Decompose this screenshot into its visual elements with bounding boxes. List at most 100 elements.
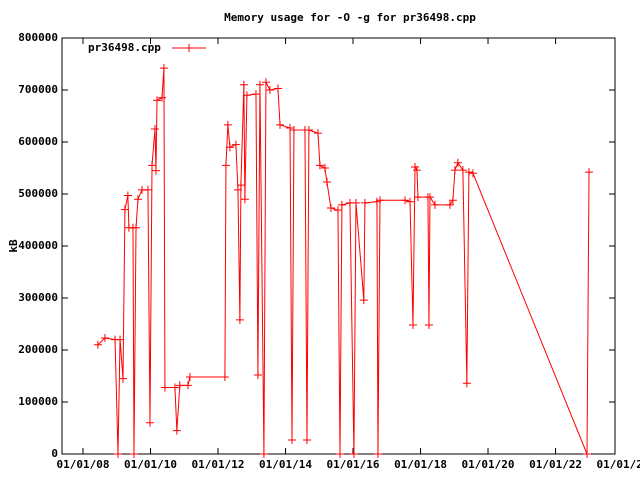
- chart-title: Memory usage for -O -g for pr36498.cpp: [224, 11, 476, 24]
- point-marker: [225, 143, 234, 152]
- point-marker: [375, 196, 384, 205]
- point-marker: [326, 204, 335, 213]
- point-marker: [304, 126, 313, 135]
- point-marker: [406, 197, 415, 206]
- y-tick-label: 600000: [18, 135, 58, 148]
- point-marker: [239, 80, 248, 89]
- point-marker: [448, 196, 457, 205]
- point-marker: [273, 84, 282, 93]
- point-marker: [333, 206, 342, 215]
- point-marker: [322, 178, 331, 187]
- x-tick-label: 01/01/08: [56, 458, 109, 471]
- point-marker: [251, 90, 260, 99]
- point-marker: [453, 158, 462, 167]
- point-marker: [159, 64, 168, 73]
- point-marker: [351, 198, 360, 207]
- point-marker: [320, 164, 329, 172]
- point-marker: [148, 161, 157, 170]
- point-marker: [100, 334, 109, 343]
- point-marker: [236, 181, 245, 190]
- y-tick-label: 700000: [18, 83, 58, 96]
- point-marker: [185, 373, 194, 382]
- x-tick-label: 01/01/12: [192, 458, 245, 471]
- point-marker: [123, 191, 132, 200]
- series-line: [97, 68, 590, 455]
- x-tick-label: 01/01/18: [394, 458, 447, 471]
- x-tick-label: 01/01/22: [529, 458, 582, 471]
- point-marker: [259, 450, 268, 458]
- point-marker: [151, 166, 160, 175]
- point-marker: [253, 370, 262, 379]
- point-marker: [183, 381, 192, 390]
- point-marker: [143, 185, 152, 194]
- x-tick-label: 01/01/16: [327, 458, 380, 471]
- point-marker: [145, 418, 154, 427]
- point-marker: [430, 200, 439, 209]
- point-marker: [132, 223, 141, 232]
- point-marker: [114, 450, 123, 458]
- point-marker: [153, 96, 162, 105]
- point-marker: [582, 450, 591, 458]
- x-tick-label: 01/01/10: [124, 458, 177, 471]
- point-marker: [408, 321, 417, 330]
- point-marker: [170, 383, 179, 392]
- point-marker: [337, 200, 346, 209]
- point-marker: [425, 193, 434, 202]
- point-marker: [175, 381, 184, 390]
- point-marker: [349, 450, 358, 458]
- point-marker: [233, 185, 242, 194]
- point-marker: [302, 435, 311, 444]
- point-marker: [464, 168, 473, 177]
- point-marker: [445, 200, 454, 209]
- point-marker: [335, 450, 344, 458]
- point-marker: [458, 166, 467, 175]
- x-tick-label: 01/01/24: [597, 458, 640, 471]
- point-marker: [220, 373, 229, 382]
- point-marker: [265, 86, 274, 94]
- point-marker: [120, 205, 129, 214]
- x-tick-label: 01/01/20: [462, 458, 515, 471]
- point-marker: [373, 450, 382, 458]
- point-marker: [133, 195, 142, 204]
- point-marker: [462, 379, 471, 388]
- point-marker: [285, 123, 294, 132]
- y-tick-label: 200000: [18, 343, 58, 356]
- point-marker: [118, 374, 127, 383]
- point-marker: [360, 198, 369, 207]
- point-marker: [276, 120, 285, 129]
- y-tick-label: 400000: [18, 239, 58, 252]
- point-marker: [315, 161, 324, 170]
- point-marker: [585, 168, 594, 177]
- point-marker: [288, 435, 297, 444]
- point-marker: [160, 383, 169, 392]
- y-tick-label: 500000: [18, 187, 58, 200]
- point-marker: [221, 161, 230, 170]
- point-marker: [150, 125, 159, 133]
- y-tick-label: 800000: [18, 31, 58, 44]
- point-marker: [468, 169, 477, 178]
- point-marker: [93, 340, 102, 349]
- point-marker: [129, 450, 138, 458]
- point-marker: [424, 321, 433, 330]
- point-marker: [289, 126, 298, 135]
- y-tick-label: 300000: [18, 291, 58, 304]
- point-marker: [313, 129, 322, 138]
- point-marker: [359, 296, 368, 305]
- point-marker: [157, 93, 166, 102]
- point-marker: [235, 315, 244, 324]
- y-tick-label: 0: [51, 447, 58, 460]
- point-marker: [231, 140, 240, 149]
- point-marker: [223, 120, 232, 129]
- point-marker: [413, 193, 422, 202]
- point-marker: [261, 78, 270, 87]
- point-marker: [412, 166, 421, 175]
- point-marker: [450, 166, 459, 175]
- point-marker: [242, 91, 251, 100]
- point-marker: [401, 196, 410, 205]
- x-tick-label: 01/01/14: [259, 458, 312, 471]
- legend-marker: [185, 44, 193, 52]
- point-marker: [240, 195, 249, 204]
- y-tick-label: 100000: [18, 395, 58, 408]
